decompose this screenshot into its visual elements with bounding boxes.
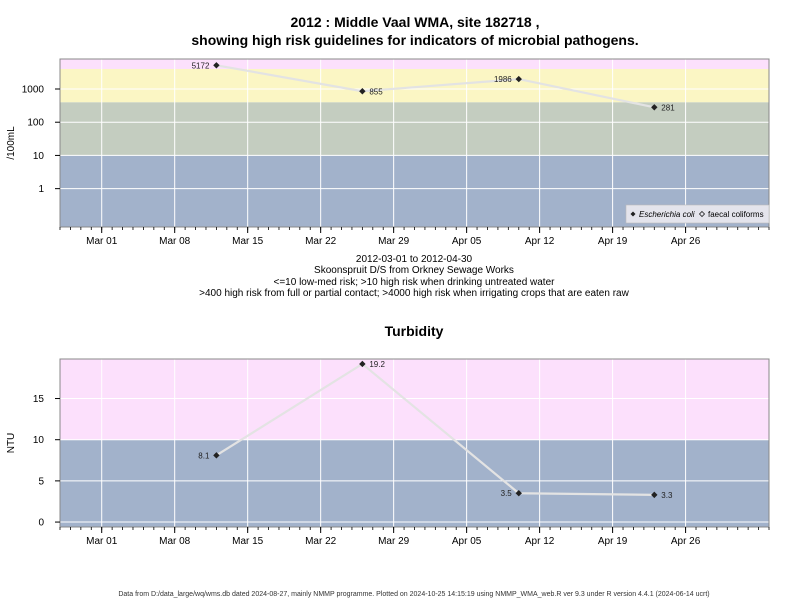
turbidity-x-tick-label-1: Mar 08 <box>159 536 191 547</box>
turbidity-y-tick-label-3: 15 <box>33 394 45 405</box>
turbidity-x-tick-label-8: Apr 26 <box>671 536 701 547</box>
ecoli-data-point <box>213 62 220 69</box>
subtitle-drinking-guideline: <=10 low-med risk; >10 high risk when dr… <box>274 277 556 288</box>
ecoli-data-label: 5172 <box>192 61 210 70</box>
turbidity-data-label: 8.1 <box>198 451 210 460</box>
ecoli-x-tick-label-7: Apr 19 <box>598 236 628 247</box>
legend-faecal-label: faecal coliforms <box>708 210 764 219</box>
ecoli-series-line <box>216 64 655 109</box>
subtitle-site-name: Skoonspruit D/S from Orkney Sewage Works <box>314 265 514 276</box>
turbidity-x-tick-label-3: Mar 22 <box>305 536 337 547</box>
ecoli-x-tick-label-2: Mar 15 <box>232 236 264 247</box>
ecoli-risk-band-1 <box>60 102 769 156</box>
turbidity-x-tick-label-2: Mar 15 <box>232 536 264 547</box>
turbidity-risk-band-1 <box>60 359 769 440</box>
ecoli-x-tick-label-4: Mar 29 <box>378 236 410 247</box>
ecoli-x-tick-label-3: Mar 22 <box>305 236 337 247</box>
legend-ecoli-label: Escherichia coli <box>639 210 695 219</box>
ecoli-legend-box <box>625 204 770 224</box>
chart-title-line-2: showing high risk guidelines for indicat… <box>191 32 638 48</box>
turbidity-series-line <box>215 362 655 496</box>
ecoli-x-tick-label-0: Mar 01 <box>86 236 118 247</box>
subtitle-contact-guideline: >400 high risk from full or partial cont… <box>199 288 629 299</box>
ecoli-x-tick-label-5: Apr 05 <box>452 236 482 247</box>
turbidity-data-point <box>651 491 658 499</box>
ecoli-risk-band-3 <box>60 59 769 69</box>
turbidity-risk-band-0 <box>60 439 769 527</box>
ecoli-x-tick-label-6: Apr 12 <box>525 236 555 247</box>
turbidity-x-tick-label-0: Mar 01 <box>86 536 118 547</box>
turbidity-y-axis-label: NTU <box>6 433 17 454</box>
turbidity-y-tick-label-2: 10 <box>33 435 45 446</box>
turbidity-data-label: 19.2 <box>369 360 385 369</box>
turbidity-title: Turbidity <box>385 323 444 339</box>
turbidity-x-tick-label-6: Apr 12 <box>525 536 555 547</box>
turbidity-x-tick-label-5: Apr 05 <box>452 536 482 547</box>
ecoli-y-axis-label: /100mL <box>6 126 17 160</box>
ecoli-data-label: 855 <box>369 87 383 96</box>
ecoli-y-tick-label-0: 1 <box>38 184 44 195</box>
ecoli-data-label: 281 <box>661 103 675 112</box>
ecoli-y-tick-label-1: 10 <box>33 151 45 162</box>
turbidity-data-point <box>515 490 522 497</box>
ecoli-data-point <box>515 75 522 83</box>
turbidity-x-tick-label-4: Mar 29 <box>378 536 410 547</box>
subtitle-date-range: 2012-03-01 to 2012-04-30 <box>356 254 473 265</box>
turbidity-y-tick-label-0: 0 <box>38 518 44 529</box>
ecoli-data-label: 1986 <box>494 75 512 84</box>
chart-title-line-1: 2012 : Middle Vaal WMA, site 182718 , <box>291 14 540 30</box>
ecoli-data-point <box>651 104 658 111</box>
ecoli-x-tick-label-1: Mar 08 <box>159 236 191 247</box>
ecoli-panel: 1 10 100 1000/100mL Mar 01 Mar 08 Mar 15 Mar 22… <box>6 58 770 247</box>
ecoli-x-tick-label-8: Apr 26 <box>671 236 701 247</box>
turbidity-x-tick-label-7: Apr 19 <box>598 536 628 547</box>
turbidity-data-point <box>359 360 366 368</box>
ecoli-risk-band-2 <box>60 68 769 103</box>
footer-note: Data from D:/data_large/wq/wms.db dated … <box>118 591 709 598</box>
ecoli-data-point <box>359 88 366 95</box>
turbidity-y-tick-label-1: 5 <box>38 476 44 487</box>
ecoli-y-tick-label-2: 100 <box>27 118 44 129</box>
turbidity-data-point <box>213 452 220 459</box>
turbidity-panel: 0 5 10 15 NTU Mar 01 Mar 08 Mar 15 Mar 22 Mar 29 A… <box>6 358 770 547</box>
legend-ecoli-marker <box>630 211 636 217</box>
legend-faecal-marker <box>698 210 706 218</box>
turbidity-data-label: 3.5 <box>501 489 513 498</box>
ecoli-y-tick-label-3: 1000 <box>22 84 45 95</box>
turbidity-data-label: 3.3 <box>661 491 673 500</box>
